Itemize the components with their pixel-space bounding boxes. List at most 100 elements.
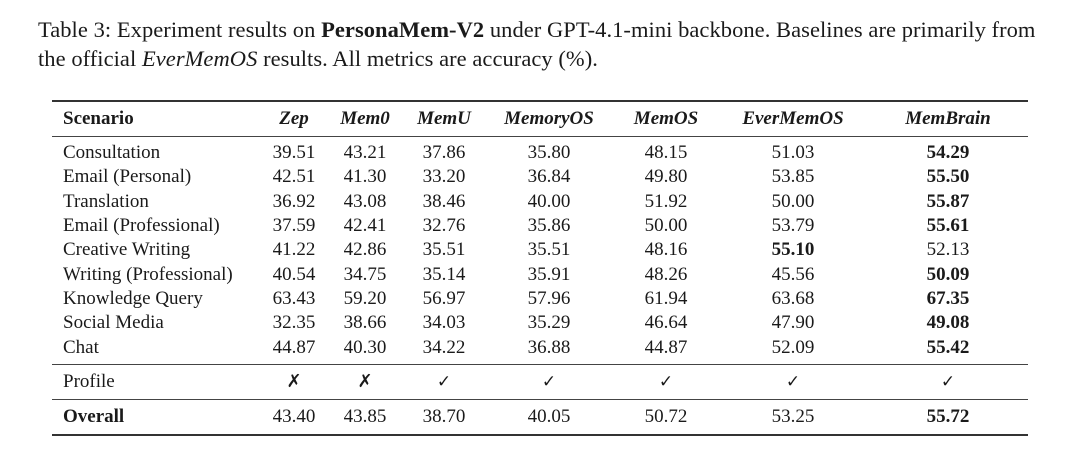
overall-value: 40.05	[484, 399, 614, 436]
header-model: Mem0	[326, 100, 404, 137]
cell-value: 35.51	[527, 239, 571, 261]
cell-value: 47.90	[771, 312, 815, 334]
cell-value: 53.79	[771, 215, 815, 237]
cell-value: 39.51	[272, 142, 316, 164]
cell-value: 50.00	[771, 190, 815, 212]
cell-value: 51.03	[771, 142, 815, 164]
cell-value: 42.86	[343, 239, 387, 261]
cell-value: 53.85	[771, 166, 815, 188]
header-model: MemBrain	[868, 100, 1028, 137]
overall-label: Overall	[52, 399, 262, 436]
cell-value-best: 55.50	[926, 166, 970, 188]
table-row: Knowledge Query 63.43 59.20 56.97 57.96 …	[52, 287, 1028, 311]
table-row: Creative Writing 41.22 42.86 35.51 35.51…	[52, 238, 1028, 262]
caption-source-name: EverMemOS	[141, 46, 258, 71]
scenario-label: Social Media	[63, 312, 164, 334]
cell-value-best: 55.10	[771, 239, 815, 261]
header-model: EverMemOS	[718, 100, 868, 137]
profile-row: Profile ✗ ✗ ✓ ✓ ✓ ✓ ✓	[52, 364, 1028, 400]
scenario-label: Writing (Professional)	[63, 263, 233, 285]
cell-value-best: 55.61	[926, 215, 970, 237]
scenario-label: Creative Writing	[63, 239, 191, 261]
cell-value: 40.54	[272, 263, 316, 285]
scenario-label: Email (Personal)	[63, 166, 192, 188]
cell-value: 34.75	[343, 263, 387, 285]
check-icon: ✓	[658, 371, 674, 392]
header-scenario: Scenario	[52, 100, 262, 137]
header-model: MemU	[404, 100, 484, 137]
cell-value: 59.20	[343, 287, 387, 309]
caption-dataset-name: PersonaMem-V2	[321, 17, 485, 42]
results-table-container: Scenario Zep Mem0 MemU MemoryOS MemOS Ev…	[52, 100, 1028, 436]
cell-value: 33.20	[422, 166, 466, 188]
check-icon: ✓	[940, 371, 956, 392]
cell-value: 46.64	[644, 312, 688, 334]
table-row: Email (Personal) 42.51 41.30 33.20 36.84…	[52, 165, 1028, 189]
cell-value: 41.22	[272, 239, 316, 261]
overall-value: 38.70	[404, 399, 484, 436]
scenario-label: Translation	[63, 190, 149, 212]
check-icon: ✓	[436, 371, 452, 392]
cell-value: 35.80	[527, 142, 571, 164]
cell-value: 50.00	[644, 215, 688, 237]
overall-value: 43.40	[262, 399, 326, 436]
overall-section: Overall 43.40 43.85 38.70 40.05 50.72 53…	[52, 399, 1028, 436]
cell-value: 38.66	[343, 312, 387, 334]
scenario-rows: Consultation 39.51 43.21 37.86 35.80 48.…	[52, 137, 1028, 365]
scenario-label: Chat	[52, 335, 262, 365]
cell-value: 51.92	[644, 190, 688, 212]
caption-text-3: results. All metrics are accuracy (%).	[263, 46, 598, 71]
header-model: MemoryOS	[484, 100, 614, 137]
profile-section: Profile ✗ ✗ ✓ ✓ ✓ ✓ ✓	[52, 364, 1028, 400]
cross-icon: ✗	[357, 370, 373, 392]
cell-value: 40.00	[527, 190, 571, 212]
cell-value: 35.29	[527, 312, 571, 334]
cell-value: 63.68	[771, 287, 815, 309]
cell-value-best: 67.35	[926, 287, 970, 309]
overall-row: Overall 43.40 43.85 38.70 40.05 50.72 53…	[52, 399, 1028, 436]
caption-text-1: Experiment results on	[116, 17, 316, 42]
cell-value: 36.84	[527, 166, 571, 188]
cell-value: 35.14	[422, 263, 466, 285]
cell-value: 36.92	[272, 190, 316, 212]
cell-value: 35.51	[422, 239, 466, 261]
cell-value: 57.96	[527, 287, 571, 309]
overall-value-best: 55.72	[868, 399, 1028, 436]
cell-value: 32.35	[272, 312, 316, 334]
table-row: Social Media 32.35 38.66 34.03 35.29 46.…	[52, 311, 1028, 335]
caption-label: Table 3:	[38, 17, 112, 42]
table-header: Scenario Zep Mem0 MemU MemoryOS MemOS Ev…	[52, 100, 1028, 137]
cell-value: 43.21	[343, 142, 387, 164]
cross-icon: ✗	[286, 370, 302, 392]
cell-value: 42.41	[343, 215, 387, 237]
cell-value: 42.51	[272, 166, 316, 188]
cell-value: 61.94	[644, 287, 688, 309]
overall-value: 43.85	[326, 399, 404, 436]
check-icon: ✓	[785, 371, 801, 392]
cell-value: 45.56	[771, 263, 815, 285]
results-table: Scenario Zep Mem0 MemU MemoryOS MemOS Ev…	[52, 100, 1028, 436]
cell-value: 52.09	[718, 335, 868, 365]
table-row: Email (Professional) 37.59 42.41 32.76 3…	[52, 214, 1028, 238]
overall-value: 50.72	[614, 399, 718, 436]
cell-value: 48.26	[644, 263, 688, 285]
header-row: Scenario Zep Mem0 MemU MemoryOS MemOS Ev…	[52, 100, 1028, 137]
cell-value: 49.80	[644, 166, 688, 188]
cell-value: 35.86	[527, 215, 571, 237]
cell-value: 32.76	[422, 215, 466, 237]
cell-value: 38.46	[422, 190, 466, 212]
caption-text-2: under GPT-4.1-mini backbone. Baselines a…	[38, 17, 1036, 71]
cell-value: 63.43	[272, 287, 316, 309]
cell-value: 41.30	[343, 166, 387, 188]
cell-value: 34.22	[404, 335, 484, 365]
cell-value: 44.87	[614, 335, 718, 365]
table-row: Writing (Professional) 40.54 34.75 35.14…	[52, 262, 1028, 286]
cell-value: 43.08	[343, 190, 387, 212]
header-model: MemOS	[614, 100, 718, 137]
table-row: Chat 44.87 40.30 34.22 36.88 44.87 52.09…	[52, 335, 1028, 365]
cell-value-best: 54.29	[926, 142, 970, 164]
cell-value-best: 50.09	[926, 263, 970, 285]
cell-value: 48.16	[644, 239, 688, 261]
cell-value: 36.88	[484, 335, 614, 365]
table-row: Translation 36.92 43.08 38.46 40.00 51.9…	[52, 190, 1028, 214]
